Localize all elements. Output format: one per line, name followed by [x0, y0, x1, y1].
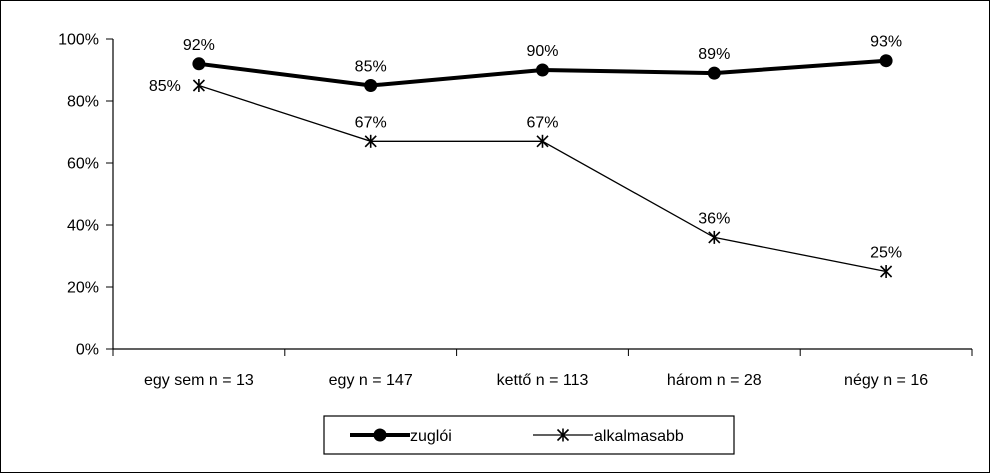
y-tick-label: 80%: [67, 94, 99, 111]
x-tick-label: három n = 28: [667, 372, 762, 389]
legend-swatch-marker: [373, 428, 387, 442]
data-label: 85%: [149, 78, 181, 95]
data-label: 89%: [698, 46, 730, 63]
y-tick-label: 60%: [67, 156, 99, 173]
series-layer: [192, 54, 893, 278]
data-label: 90%: [526, 43, 558, 60]
data-label: 36%: [698, 210, 730, 227]
data-label: 67%: [526, 114, 558, 131]
data-label: 93%: [870, 34, 902, 51]
y-tick-labels: 0% 20% 40% 60% 80% 100%: [58, 32, 99, 359]
legend-entry-alkalmasabb: alkalmasabb: [533, 428, 684, 445]
y-tick-label: 20%: [67, 280, 99, 297]
data-label: 85%: [355, 59, 387, 76]
x-tick-label: kettő n = 113: [497, 372, 589, 389]
x-tick-labels: egy sem n = 13 egy n = 147 kettő n = 113 há…: [144, 372, 928, 389]
data-point: [880, 265, 893, 278]
x-tick-label: négy n = 16: [844, 372, 928, 389]
x-tick-label: egy sem n = 13: [144, 372, 254, 389]
legend-entry-zugloi: zuglói: [350, 428, 452, 445]
legend: zuglói alkalmasabb: [323, 415, 735, 455]
series-alkalmasabb: [192, 79, 893, 278]
data-point: [364, 134, 377, 148]
data-point: [536, 63, 549, 77]
data-label: 25%: [870, 245, 902, 262]
data-point: [364, 79, 378, 92]
data-point: [536, 134, 549, 148]
x-tick-label: egy n = 147: [329, 372, 413, 389]
data-point: [708, 230, 721, 244]
data-point: [192, 57, 206, 71]
data-point: [192, 79, 205, 92]
data-point: [879, 54, 893, 68]
y-tick-label: 0%: [76, 342, 99, 359]
series-zugloi: [192, 54, 893, 92]
legend-swatch-marker: [556, 428, 570, 442]
legend-label: zuglói: [410, 428, 452, 445]
data-labels: 92% 85% 90% 89% 93% 85% 67% 67% 36% 25%: [149, 34, 902, 262]
data-label: 92%: [183, 37, 215, 54]
data-label: 67%: [355, 114, 387, 131]
data-point: [707, 66, 721, 80]
legend-label: alkalmasabb: [594, 428, 684, 445]
y-tick-label: 100%: [58, 32, 99, 49]
y-tick-label: 40%: [67, 218, 99, 235]
axes: [106, 38, 973, 356]
